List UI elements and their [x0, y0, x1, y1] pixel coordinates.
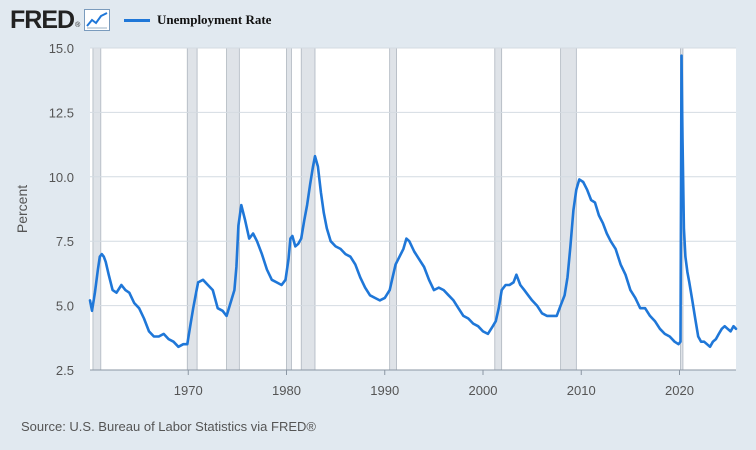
fred-brand[interactable]: FRED ®: [10, 6, 111, 34]
y-tick-label: 10.0: [49, 170, 74, 185]
fred-logo: FRED: [10, 6, 75, 34]
recession-band: [300, 47, 316, 371]
unemployment-line-chart: 2.5 5.0 7.5 10.0 12.5 15.0 1970 1980 1990 2000 20…: [14, 41, 738, 398]
source-note: Source: U.S. Bureau of Labor Statistics …: [21, 419, 316, 434]
recession-band: [286, 47, 292, 371]
recession-band: [389, 47, 397, 371]
x-tick-label: 2000: [469, 383, 498, 398]
x-tick-label: 1990: [370, 383, 399, 398]
x-tick-label: 2010: [567, 383, 596, 398]
y-tick-label: 7.5: [56, 234, 74, 249]
y-axis: 2.5 5.0 7.5 10.0 12.5 15.0: [49, 41, 74, 378]
x-axis: 1970 1980 1990 2000 2010 2020: [90, 369, 736, 398]
y-tick-label: 5.0: [56, 299, 74, 314]
y-axis-label: Percent: [14, 185, 30, 233]
recession-band: [226, 47, 240, 371]
y-tick-label: 15.0: [49, 41, 74, 56]
y-tick-label: 12.5: [49, 105, 74, 120]
registered-mark: ®: [75, 22, 81, 29]
chart-legend: Unemployment Rate: [124, 10, 271, 30]
legend-swatch: [124, 18, 150, 22]
unemployment-rate-line: [88, 54, 738, 349]
x-tick-label: 2020: [665, 383, 694, 398]
y-tick-label: 2.5: [56, 363, 74, 378]
x-tick-label: 1970: [174, 383, 203, 398]
plot-area: [90, 48, 736, 370]
series-group: [88, 54, 738, 349]
legend-series-label: Unemployment Rate: [157, 12, 272, 27]
recession-band: [92, 47, 102, 371]
line-chart-icon: [84, 9, 111, 31]
x-tick-label: 1980: [272, 383, 301, 398]
